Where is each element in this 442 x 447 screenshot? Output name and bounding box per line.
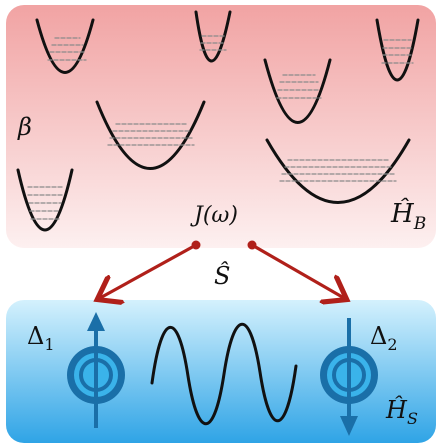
system-panel (6, 300, 436, 443)
delta1-subscript: 1 (44, 335, 54, 354)
spin-down-icon (320, 318, 378, 436)
delta1-label: Δ1 (27, 322, 55, 354)
harmonic-well-icon (375, 18, 420, 82)
harmonic-well-icon (263, 58, 332, 124)
system-hamiltonian-label: ĤS (385, 395, 418, 428)
harmonic-well-icon (194, 10, 232, 63)
harmonic-well-icon (95, 100, 206, 170)
coupling-arrow-icon (100, 243, 197, 298)
harmonic-well-icon (35, 18, 95, 74)
spin-up-icon (67, 312, 125, 428)
delta2-subscript: 2 (387, 335, 397, 354)
wave-icon (150, 322, 298, 426)
coupling-arrows (100, 240, 344, 299)
delta2-label: Δ2 (370, 322, 398, 354)
spectral-density-label: J(ω) (190, 203, 238, 228)
coupling-operator-label: Ŝ (214, 261, 230, 290)
coupling-arrow-icon (251, 243, 344, 298)
harmonic-well-icon (16, 168, 74, 232)
harmonic-well-icon (265, 138, 411, 204)
bath-hamiltonian-label: ĤB (390, 197, 426, 234)
system-hamiltonian-subscript: S (407, 409, 418, 428)
harmonic-wells (16, 10, 420, 232)
beta-label: β (17, 113, 32, 141)
bath-hamiltonian-subscript: B (413, 214, 427, 234)
